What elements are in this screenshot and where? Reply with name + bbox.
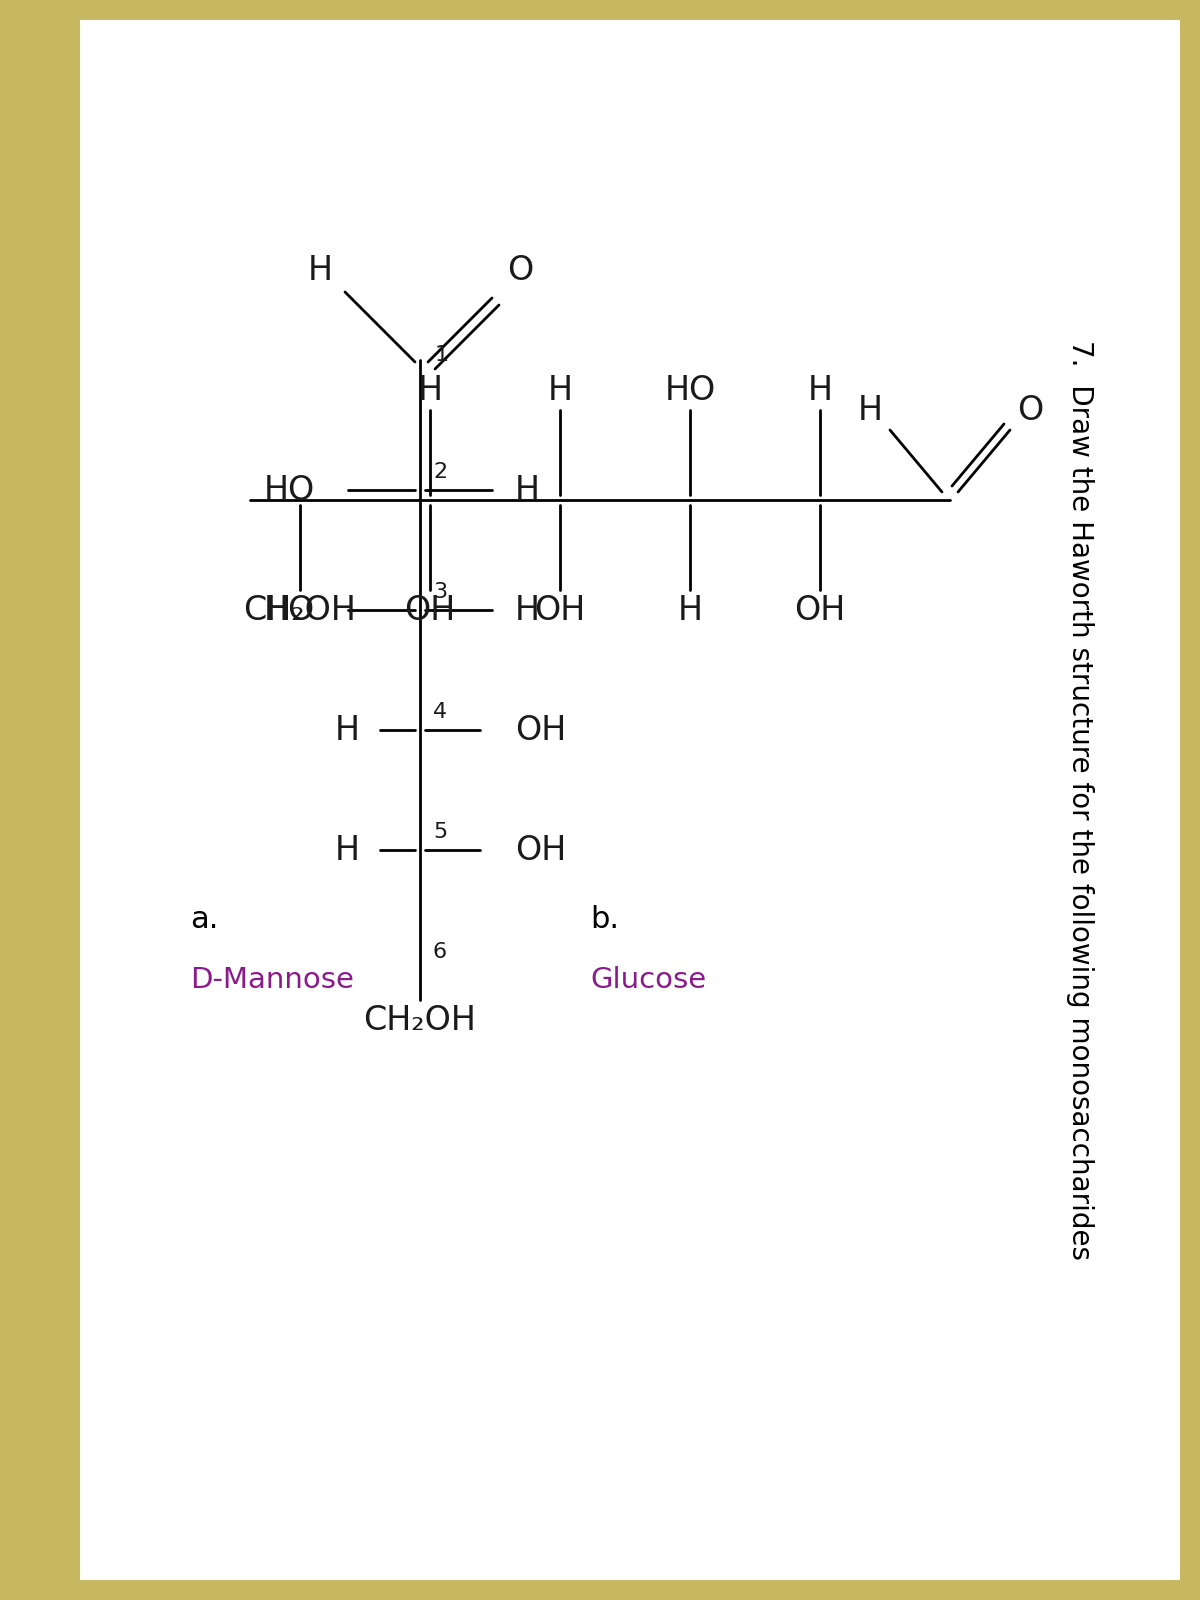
Text: H: H bbox=[678, 594, 702, 627]
Text: H: H bbox=[307, 253, 332, 286]
Text: H: H bbox=[418, 373, 443, 406]
Text: H: H bbox=[515, 474, 540, 507]
Text: H: H bbox=[547, 373, 572, 406]
Text: 7.  Draw the Haworth structure for the following monosaccharides: 7. Draw the Haworth structure for the fo… bbox=[1066, 341, 1094, 1261]
Text: H: H bbox=[808, 373, 833, 406]
Text: OH: OH bbox=[404, 594, 456, 627]
Text: a.: a. bbox=[190, 906, 218, 934]
Text: OH: OH bbox=[515, 714, 566, 747]
Text: 2: 2 bbox=[433, 462, 448, 482]
Text: H: H bbox=[335, 834, 360, 867]
Text: CH₂OH: CH₂OH bbox=[364, 1003, 476, 1037]
Text: H: H bbox=[858, 394, 882, 427]
Text: b.: b. bbox=[590, 906, 619, 934]
FancyBboxPatch shape bbox=[80, 19, 1180, 1581]
Text: OH: OH bbox=[515, 834, 566, 867]
Text: D-Mannose: D-Mannose bbox=[190, 966, 354, 994]
Text: 1: 1 bbox=[434, 346, 449, 365]
Text: 3: 3 bbox=[433, 582, 448, 602]
Text: 5: 5 bbox=[433, 822, 448, 842]
Text: OH: OH bbox=[794, 594, 846, 627]
Text: HO: HO bbox=[264, 594, 314, 627]
Text: HO: HO bbox=[665, 373, 715, 406]
Text: O: O bbox=[506, 253, 533, 286]
Text: CH₂OH: CH₂OH bbox=[244, 594, 356, 627]
Text: HO: HO bbox=[264, 474, 314, 507]
Text: 6: 6 bbox=[433, 942, 448, 962]
Text: O: O bbox=[1016, 394, 1043, 427]
Text: 4: 4 bbox=[433, 702, 448, 722]
Text: H: H bbox=[515, 594, 540, 627]
Text: Glucose: Glucose bbox=[590, 966, 706, 994]
Text: H: H bbox=[335, 714, 360, 747]
Text: OH: OH bbox=[534, 594, 586, 627]
